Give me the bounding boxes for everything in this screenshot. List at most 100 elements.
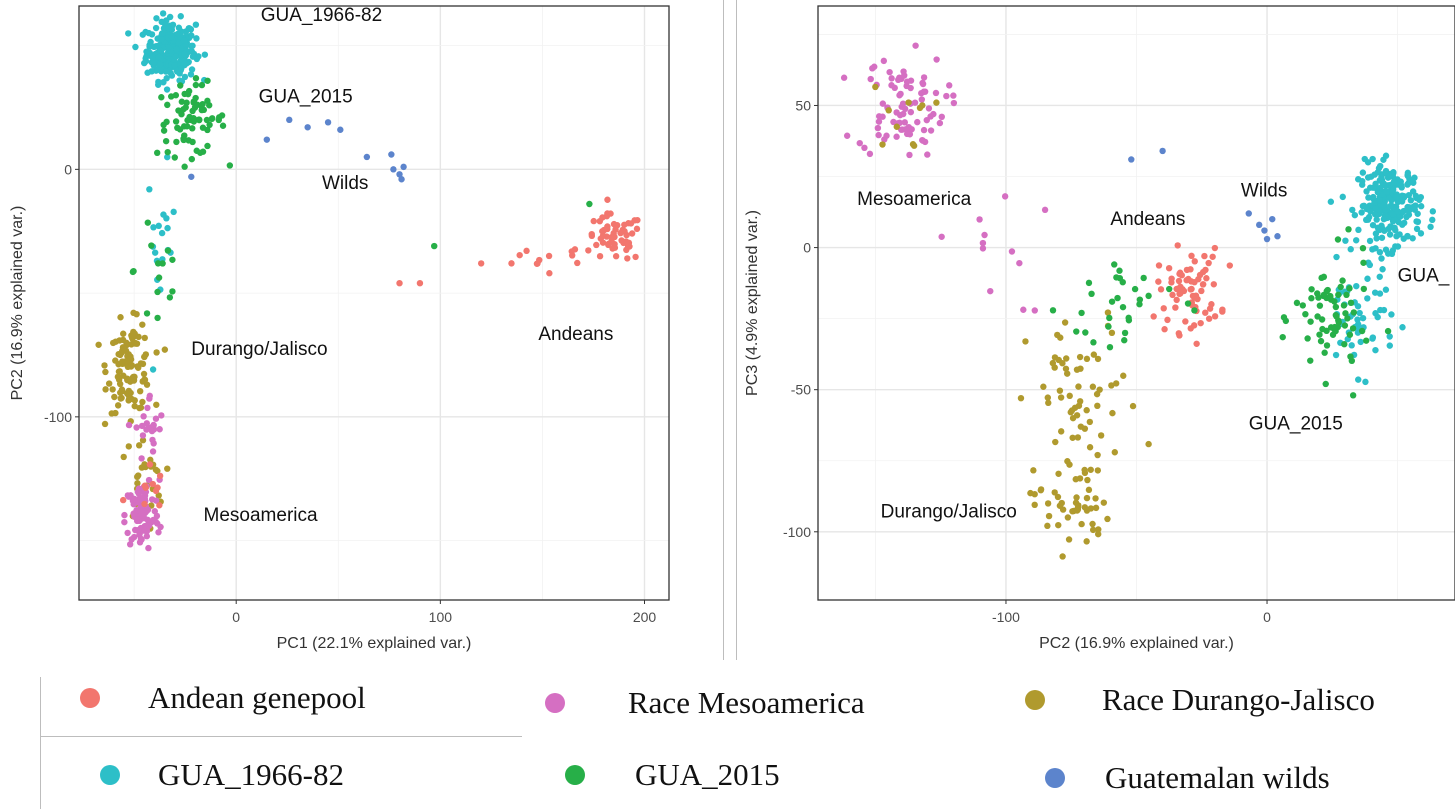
data-point-gua2015	[183, 123, 191, 130]
scatter-plots: 0 100 200 -100 0 PC1 (22.1% explained var.) PC…	[9, 5, 1455, 652]
data-point-durango	[1089, 383, 1097, 390]
data-point-andean	[628, 230, 636, 237]
data-point-gua6682	[1394, 208, 1402, 215]
x-axis-title: PC2 (16.9% explained var.)	[1039, 635, 1234, 652]
data-point-gua6682	[1386, 173, 1393, 180]
data-point-andean	[621, 221, 628, 228]
data-point-mesoamerica	[886, 68, 893, 76]
plot-border	[817, 5, 1455, 601]
data-point-gua2015	[1347, 353, 1354, 360]
data-point-mesoamerica	[143, 426, 150, 433]
data-point-mesoamerica	[976, 216, 983, 223]
data-point-mesoamerica	[901, 119, 909, 126]
data-point-wilds	[398, 176, 405, 183]
data-point-andean	[1173, 296, 1180, 304]
data-point-mesoamerica	[891, 84, 898, 92]
data-point-gua6682	[1417, 193, 1425, 201]
data-point-gua2015	[1321, 349, 1328, 356]
data-point-mesoamerica	[875, 118, 883, 125]
data-point-gua6682	[188, 42, 195, 50]
data-point-durango	[105, 380, 113, 387]
data-point-gua2015	[1293, 299, 1301, 307]
data-point-durango	[1068, 407, 1076, 414]
data-point-gua2015	[177, 82, 184, 89]
data-point-andean	[1187, 325, 1194, 332]
data-point-mesoamerica	[919, 80, 927, 88]
data-point-gua2015	[154, 149, 161, 157]
y-tick-label: -50	[791, 382, 811, 398]
data-point-durango	[109, 386, 116, 393]
data-point-mesoamerica	[149, 436, 156, 444]
data-point-gua2015	[162, 137, 170, 145]
data-point-gua2015	[173, 138, 180, 146]
data-point-gua6682	[172, 53, 180, 60]
data-point-mesoamerica	[979, 239, 987, 247]
data-point-gua6682	[1377, 162, 1384, 170]
data-point-mesoamerica	[879, 113, 886, 120]
data-point-gua6682	[1404, 181, 1411, 188]
data-point-durango	[1145, 440, 1152, 448]
data-point-andean	[545, 252, 553, 260]
data-point-mesoamerica	[867, 75, 874, 83]
data-point-andean	[1202, 309, 1209, 316]
legend-item-andean: Andean genepool	[80, 680, 366, 716]
data-point-gua6682	[158, 35, 165, 43]
data-point-andean	[1169, 291, 1176, 299]
data-point-gua2015	[166, 294, 174, 301]
data-point-mesoamerica	[125, 493, 132, 500]
legend-label-durango: Race Durango-Jalisco	[1102, 682, 1375, 717]
data-point-mesoamerica	[919, 137, 926, 144]
data-point-durango	[1022, 338, 1029, 345]
data-point-durango	[1083, 494, 1091, 502]
data-point-mesoamerica	[856, 139, 863, 147]
data-point-durango	[155, 492, 162, 499]
data-point-mesoamerica	[843, 132, 851, 139]
data-point-gua2015	[1314, 313, 1321, 320]
data-point-gua2015	[154, 314, 161, 322]
data-point-gua2015	[1315, 294, 1322, 301]
data-point-durango	[919, 102, 926, 109]
data-point-andean	[1182, 318, 1189, 325]
data-point-mesoamerica	[1020, 306, 1027, 313]
data-point-durango	[1089, 520, 1096, 528]
data-point-gua6682	[152, 24, 160, 32]
data-point-gua6682	[1405, 191, 1413, 199]
data-point-andean	[1168, 279, 1175, 286]
data-point-andean	[1226, 262, 1233, 269]
data-point-gua2015	[188, 155, 196, 163]
data-point-gua6682	[150, 224, 157, 231]
data-point-durango	[112, 409, 119, 417]
data-point-durango	[909, 141, 917, 148]
data-point-durango	[102, 386, 109, 393]
data-point-andean	[611, 244, 619, 251]
chart-panel-1: 0 100 200 -100 0 PC1 (22.1% explained var.) PC…	[9, 5, 670, 652]
data-point-gua2015	[1078, 309, 1085, 317]
data-point-andean	[1175, 277, 1183, 285]
data-point-mesoamerica	[920, 74, 928, 81]
data-point-durango	[1129, 402, 1137, 410]
data-point-gua6682	[1410, 179, 1417, 186]
data-point-durango	[119, 344, 127, 351]
data-point-wilds	[286, 116, 293, 124]
data-point-durango	[125, 443, 132, 450]
data-point-gua2015	[1307, 357, 1314, 364]
data-point-gua2015	[1090, 339, 1097, 346]
data-point-durango	[1073, 494, 1080, 501]
panel-divider	[723, 0, 724, 660]
data-point-gua2015	[190, 118, 198, 125]
data-point-durango	[1077, 423, 1085, 430]
data-point-gua6682	[1417, 230, 1425, 237]
data-point-gua2015	[1119, 278, 1126, 286]
data-point-mesoamerica	[134, 527, 142, 534]
data-point-durango	[1078, 520, 1085, 528]
data-point-mesoamerica	[137, 535, 145, 542]
data-point-mesoamerica	[888, 75, 895, 82]
data-point-mesoamerica	[152, 415, 160, 422]
data-point-gua6682	[195, 53, 202, 60]
data-point-mesoamerica	[881, 136, 888, 143]
data-point-gua6682	[1353, 282, 1360, 290]
data-point-durango	[136, 404, 143, 412]
data-point-durango	[1044, 394, 1051, 401]
data-point-gua6682	[159, 10, 167, 17]
data-point-gua6682	[1373, 216, 1380, 223]
